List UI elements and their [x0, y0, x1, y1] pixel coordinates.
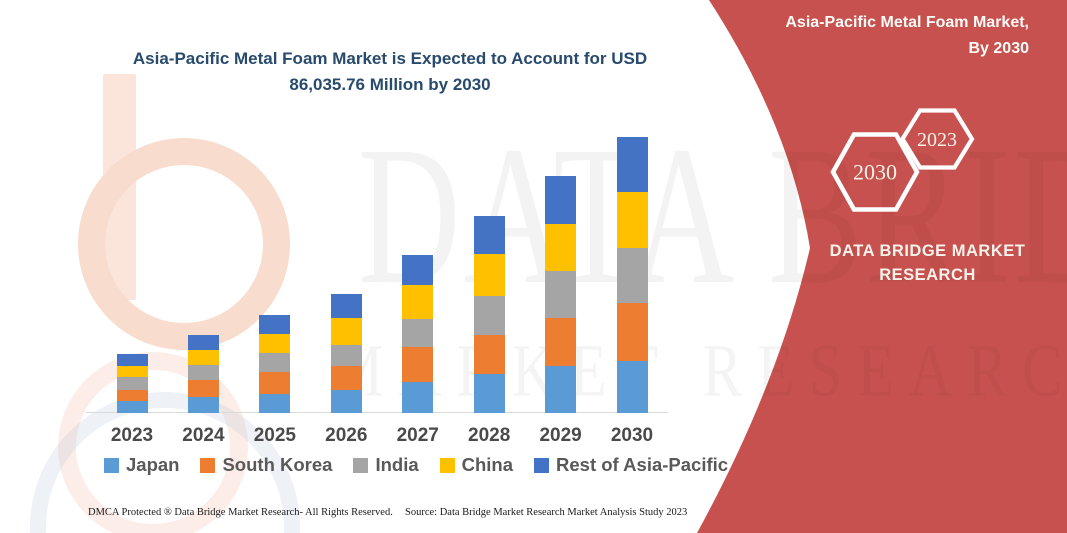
bar-segment-south-korea-2028 [473, 334, 505, 374]
chart-title-line1: Asia-Pacific Metal Foam Market is Expect… [132, 49, 648, 68]
bar-segment-india-2030 [616, 248, 648, 304]
hexagon-badges: 2023 2030 [830, 108, 975, 212]
legend-swatch-icon [200, 457, 216, 473]
x-axis-label-2026: 2026 [325, 425, 368, 446]
hexagon-2023 [900, 108, 975, 170]
bar-segment-south-korea-2023 [116, 389, 148, 402]
bar-segment-rest-of-asia-pacific-2026 [330, 293, 362, 318]
bar-segment-china-2023 [116, 366, 148, 378]
stacked-bar-2024 [187, 334, 219, 413]
plot-area [86, 137, 668, 413]
chart-title-line2: 86,035.76 Million by 2030 [289, 75, 491, 95]
bar-segment-south-korea-2024 [187, 379, 219, 397]
bar-segment-japan-2024 [187, 397, 219, 413]
bar-segment-india-2023 [116, 377, 148, 390]
legend-item-china: China [439, 454, 514, 476]
bar-segment-india-2026 [330, 344, 362, 366]
bar-segment-china-2029 [545, 223, 577, 271]
x-axis-label-2030: 2030 [610, 425, 654, 446]
bar-segment-china-2026 [330, 317, 362, 345]
bar-segment-india-2028 [473, 295, 505, 335]
legend-label: South Korea [222, 454, 333, 475]
bar-segment-china-2030 [616, 192, 648, 249]
chart-area: Asia-Pacific Metal Foam Market is Expect… [0, 46, 728, 475]
brand-name-line1: DATA BRIDGE MARKET [829, 242, 1026, 260]
bar-segment-rest-of-asia-pacific-2029 [545, 176, 577, 224]
legend-swatch-icon [439, 457, 455, 473]
x-axis-label-2027: 2027 [396, 425, 439, 446]
x-axis-label-2028: 2028 [468, 425, 511, 446]
bar-segment-china-2024 [187, 350, 219, 366]
x-axis-labels: 2023 2024 2025 2026 2027 2028 2029 2030 [0, 425, 700, 451]
chart-title: Asia-Pacific Metal Foam Market is Expect… [100, 46, 680, 99]
stacked-bar-2030 [616, 137, 648, 413]
bar-segment-japan-2030 [616, 360, 648, 413]
x-axis-label-2024: 2024 [182, 425, 225, 446]
stacked-bar-2026 [330, 293, 362, 413]
bar-segment-india-2027 [402, 318, 434, 347]
bar-segment-rest-of-asia-pacific-2028 [473, 216, 505, 254]
hexagon-2030-label: 2030 [853, 160, 897, 185]
x-axis-label-2029: 2029 [539, 425, 582, 446]
stacked-bar-2029 [545, 176, 577, 413]
bar-segment-south-korea-2029 [545, 318, 577, 367]
legend-item-japan: Japan [104, 454, 179, 476]
bar-segment-south-korea-2025 [259, 372, 291, 394]
x-axis-label-2025: 2025 [253, 425, 296, 446]
bar-segment-rest-of-asia-pacific-2027 [402, 255, 434, 286]
side-panel-title-line1: Asia-Pacific Metal Foam Market, [785, 14, 1029, 31]
footer-source-text: Source: Data Bridge Market Research Mark… [405, 507, 688, 518]
legend-label: China [461, 454, 514, 475]
stacked-bar-2027 [402, 255, 434, 413]
bar-segment-rest-of-asia-pacific-2024 [187, 334, 219, 351]
side-panel-title: Asia-Pacific Metal Foam Market, By 2030 [709, 10, 1029, 63]
legend-swatch-icon [534, 457, 550, 473]
legend-label: Rest of Asia-Pacific [556, 454, 729, 475]
hexagon-2030 [830, 132, 920, 212]
bar-segment-rest-of-asia-pacific-2025 [259, 314, 291, 334]
x-axis-label-2023: 2023 [110, 425, 154, 446]
stacked-bar-2025 [259, 314, 291, 413]
bar-segment-japan-2025 [259, 393, 291, 413]
bar-segment-china-2028 [473, 253, 505, 296]
bar-segment-japan-2027 [402, 382, 434, 413]
legend-label: Japan [126, 454, 180, 475]
side-panel-title-line2: By 2030 [968, 40, 1030, 58]
legend-label: India [375, 454, 419, 475]
brand-name-line2: RESEARCH [879, 265, 976, 284]
bar-segment-rest-of-asia-pacific-2030 [616, 137, 648, 193]
bar-segment-china-2025 [259, 333, 291, 353]
legend-item-rest-of-asia-pacific: Rest of Asia-Pacific [534, 454, 728, 476]
bar-segment-india-2029 [545, 270, 577, 319]
bar-segment-japan-2028 [473, 373, 505, 413]
bar-segment-rest-of-asia-pacific-2023 [116, 353, 148, 367]
bar-segment-india-2024 [187, 365, 219, 380]
hexagon-2023-label: 2023 [917, 129, 957, 151]
brand-name: DATA BRIDGE MARKET RESEARCH [785, 240, 1067, 288]
legend: Japan South Korea India China Rest of Asia-P… [104, 454, 728, 476]
bar-segment-china-2027 [402, 285, 434, 319]
x-axis-line [86, 412, 668, 413]
legend-item-india: India [353, 454, 419, 476]
bar-segment-south-korea-2026 [330, 365, 362, 390]
legend-swatch-icon [353, 457, 369, 473]
bar-segment-south-korea-2027 [402, 346, 434, 383]
stacked-bar-2023 [116, 353, 148, 413]
bar-segment-japan-2026 [330, 389, 362, 413]
stacked-bar-2028 [473, 216, 505, 413]
legend-swatch-icon [104, 457, 119, 473]
bar-segment-india-2025 [259, 352, 291, 373]
bar-segment-south-korea-2030 [616, 303, 648, 361]
bar-segment-japan-2029 [545, 366, 577, 413]
bar-segment-japan-2023 [116, 401, 148, 413]
legend-item-south-korea: South Korea [200, 454, 332, 476]
footer-dmca-text: DMCA Protected ® Data Bridge Market Rese… [88, 507, 393, 518]
